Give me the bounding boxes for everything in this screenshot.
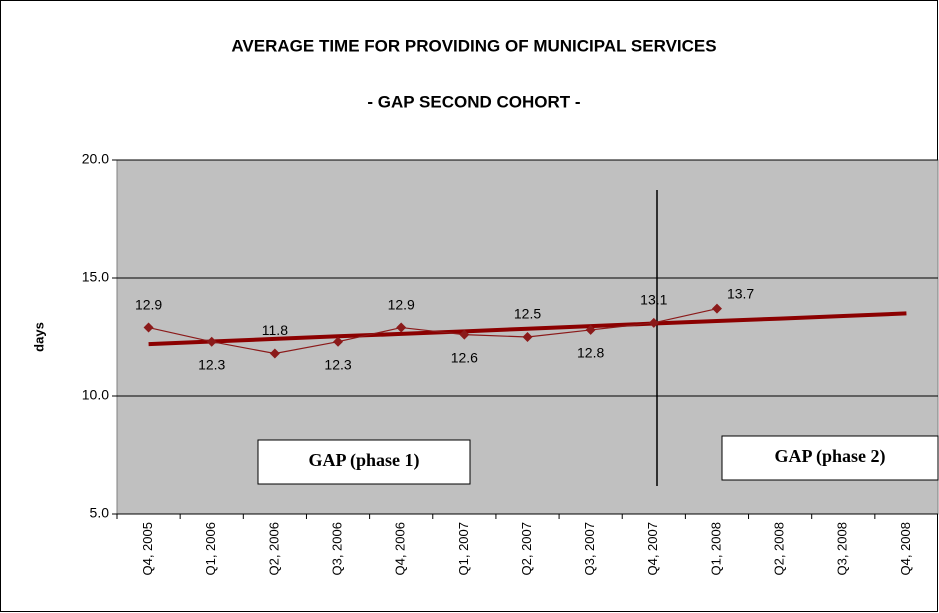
marker bbox=[206, 336, 217, 347]
data-label: 12.9 bbox=[135, 296, 162, 312]
data-label: 12.6 bbox=[451, 349, 478, 365]
trend-line bbox=[148, 311, 907, 347]
data-label: 12.9 bbox=[388, 296, 415, 312]
chart-title: AVERAGE TIME FOR PROVIDING OF MUNICIPAL … bbox=[231, 36, 716, 55]
marker bbox=[333, 336, 344, 347]
data-label: 13.7 bbox=[727, 285, 754, 301]
x-tick-label: Q4, 2006 bbox=[393, 522, 408, 576]
x-tick-label: Q1, 2006 bbox=[203, 522, 218, 576]
data-label: 13.1 bbox=[640, 292, 667, 308]
y-axis-label: days bbox=[31, 322, 46, 352]
marker bbox=[585, 324, 596, 335]
y-tick-label: 10.0 bbox=[82, 387, 109, 403]
x-tick-label: Q4, 2005 bbox=[140, 522, 155, 576]
marker bbox=[648, 317, 659, 328]
marker bbox=[143, 322, 154, 333]
x-tick-label: Q2, 2007 bbox=[519, 522, 534, 576]
marker bbox=[396, 322, 407, 333]
y-tick-label: 20.0 bbox=[82, 151, 109, 167]
annotation: GAP (phase 2) bbox=[774, 446, 885, 467]
marker bbox=[269, 348, 280, 359]
x-tick-label: Q2, 2008 bbox=[772, 522, 787, 576]
data-label: 12.3 bbox=[198, 356, 225, 372]
x-tick-label: Q1, 2008 bbox=[708, 522, 723, 576]
marker bbox=[711, 303, 722, 314]
chart-subtitle: - GAP SECOND COHORT - bbox=[367, 92, 580, 111]
annotation-box bbox=[257, 439, 471, 485]
data-label: 12.3 bbox=[324, 356, 351, 372]
annotation-box bbox=[721, 435, 939, 481]
annotation: GAP (phase 1) bbox=[308, 450, 419, 471]
data-line bbox=[148, 308, 718, 355]
data-label: 12.8 bbox=[577, 345, 604, 361]
x-tick-label: Q3, 2006 bbox=[329, 522, 344, 576]
y-tick-label: 5.0 bbox=[90, 505, 110, 521]
x-tick-label: Q4, 2007 bbox=[645, 522, 660, 576]
data-label: 11.8 bbox=[262, 322, 288, 338]
marker bbox=[459, 329, 470, 340]
marker bbox=[522, 332, 533, 342]
x-tick-label: Q3, 2008 bbox=[835, 522, 850, 576]
x-tick-label: Q2, 2006 bbox=[266, 522, 281, 576]
data-label: 12.5 bbox=[514, 306, 541, 322]
x-tick-label: Q1, 2007 bbox=[456, 522, 471, 576]
x-tick-label: Q3, 2007 bbox=[582, 522, 597, 576]
x-tick-label: Q4, 2008 bbox=[898, 522, 913, 576]
y-tick-label: 15.0 bbox=[82, 269, 109, 285]
